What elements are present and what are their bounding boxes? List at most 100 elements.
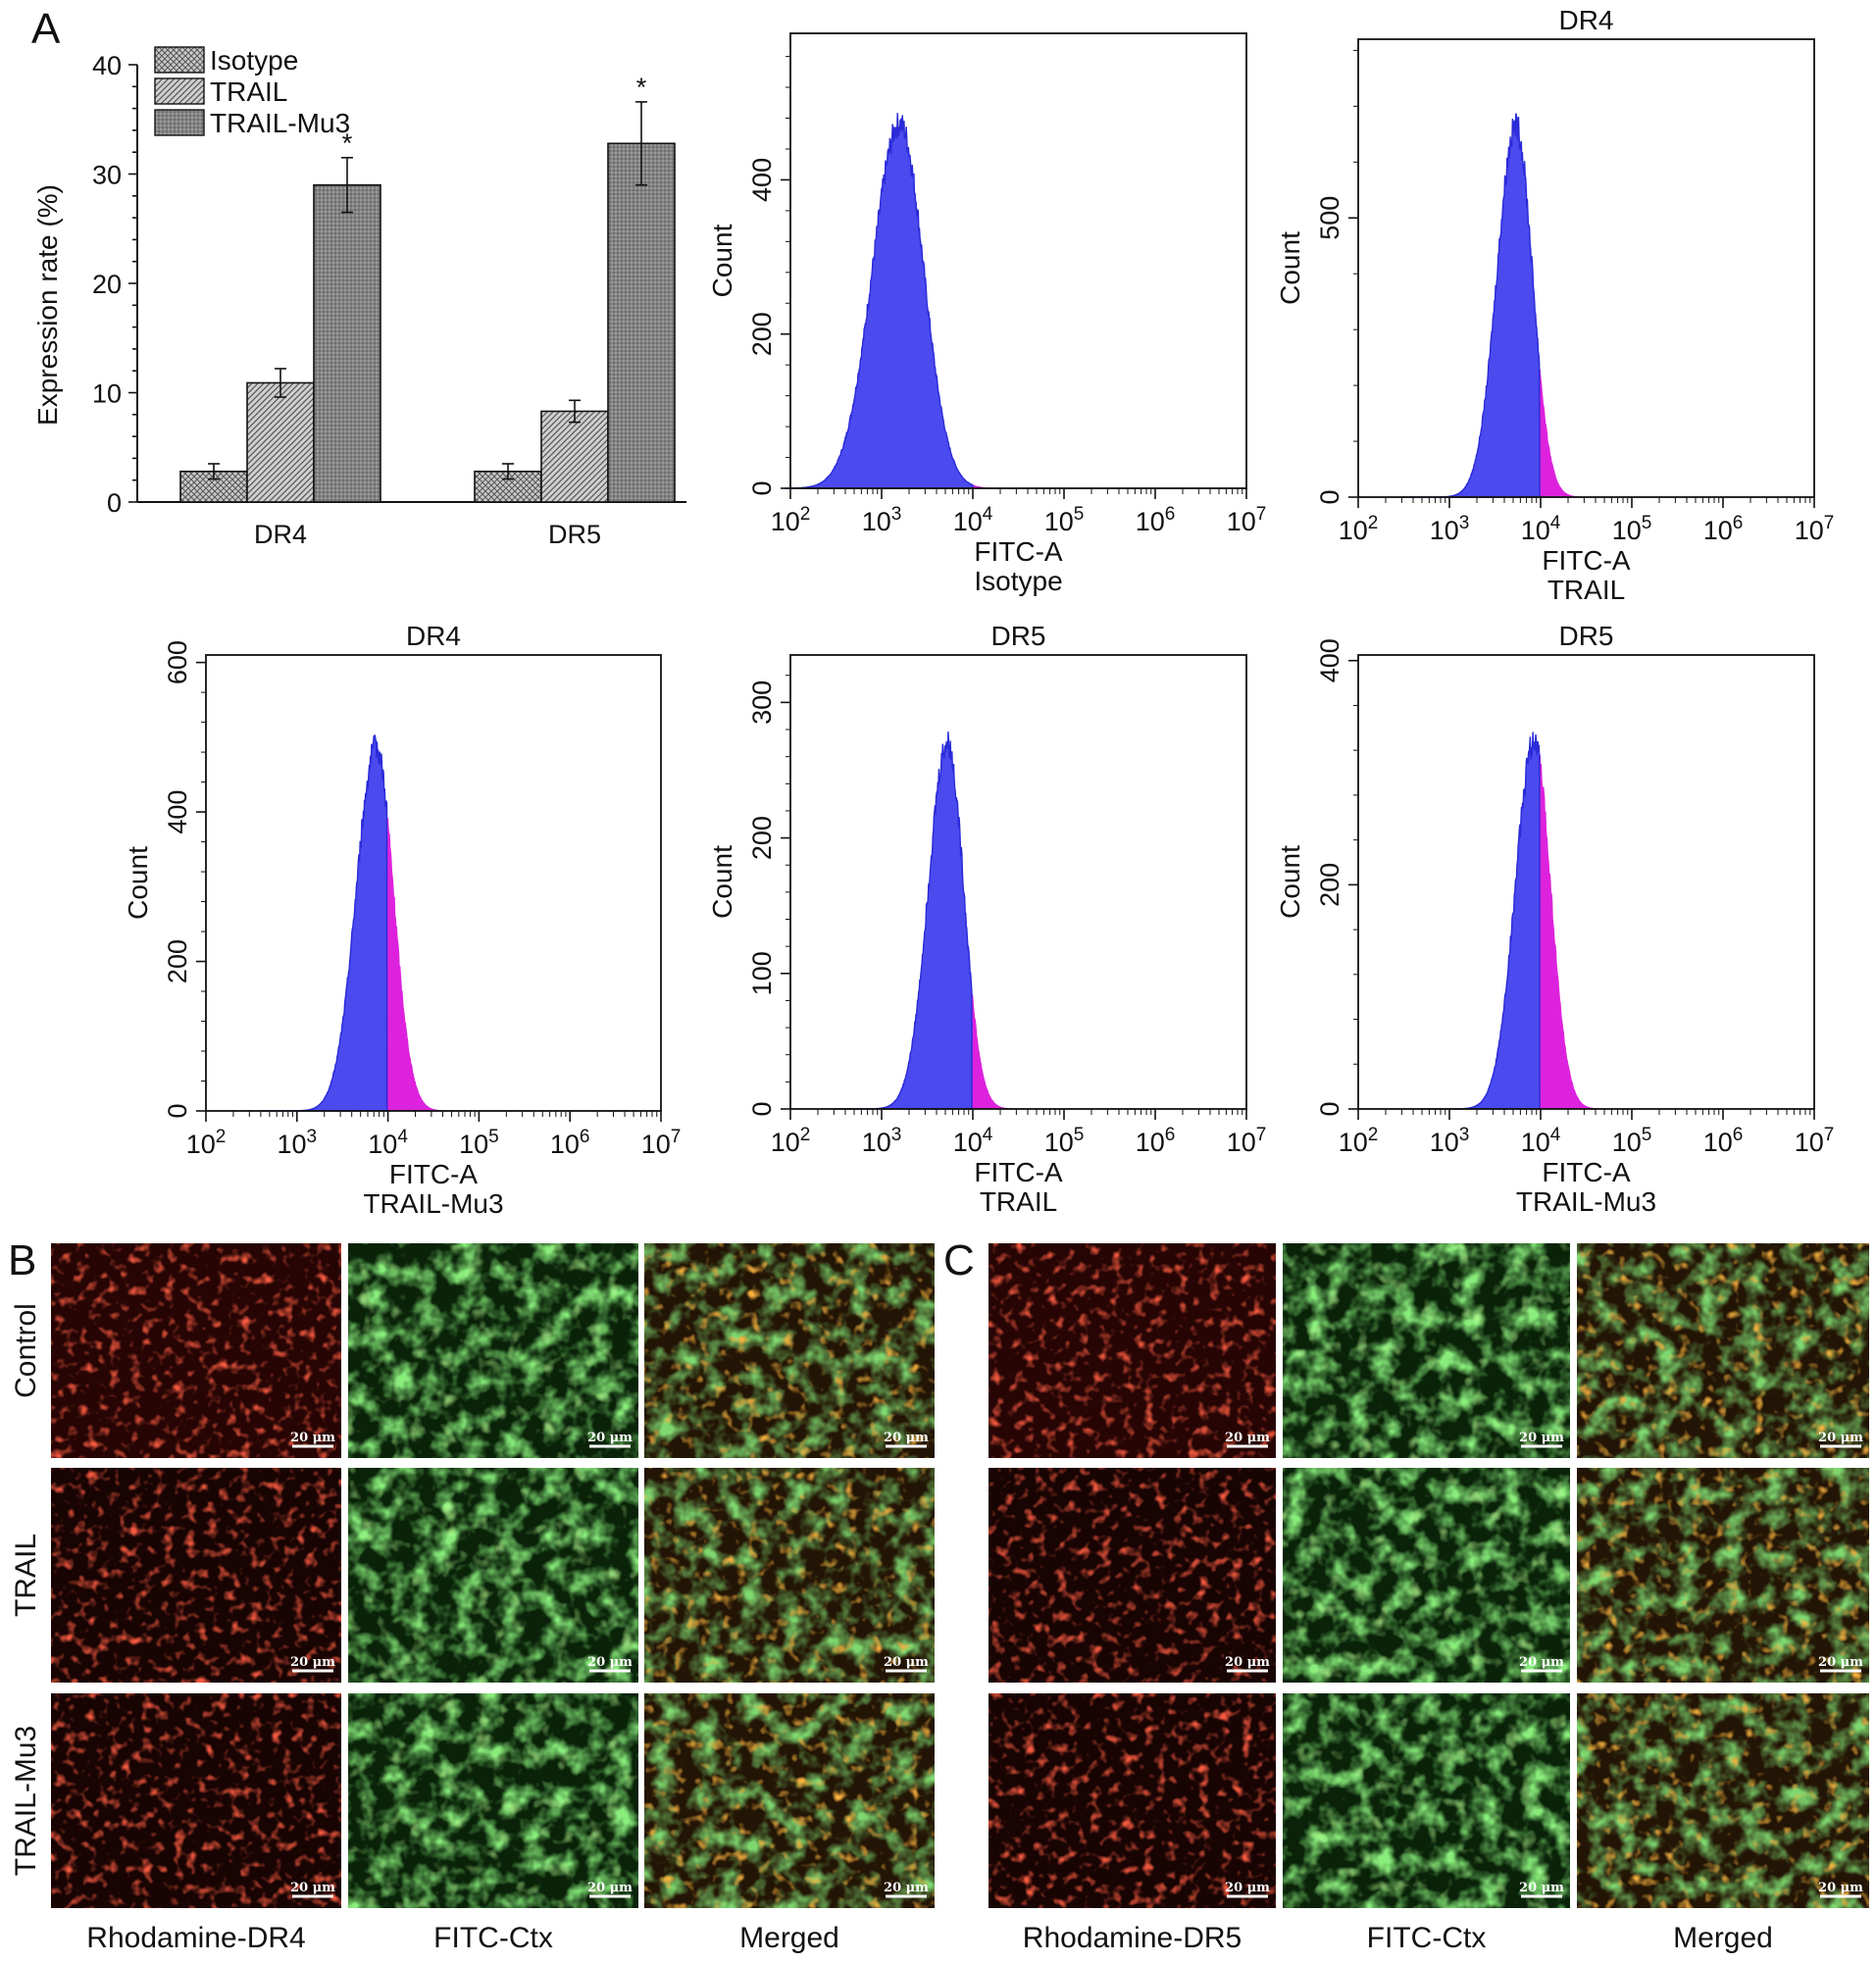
x-tick-label: 105 [1612, 1125, 1652, 1157]
scale-bar-label: 20 μm [1225, 1655, 1270, 1670]
micrograph-image: 20 μm [644, 1468, 935, 1683]
x-tick-label: 103 [1430, 513, 1470, 545]
histogram-5: 102 103 104 105 106 107 0 200 400 Count FITC-ATRAI… [1275, 621, 1834, 1217]
scale-bar-label: 20 μm [1818, 1881, 1863, 1895]
legend-entry: TRAIL [210, 76, 287, 107]
red-cells [989, 1468, 1276, 1683]
red-cells [51, 1243, 341, 1458]
legend-swatch [154, 46, 205, 74]
histogram-4: 102 103 104 105 106 107 0 100 200 300 Count FITC-AT… [707, 621, 1266, 1217]
panel-letter-a: A [31, 5, 61, 53]
y-tick-label: 200 [1315, 863, 1344, 907]
merged-orange [644, 1693, 935, 1908]
x-tick-label: 107 [1227, 504, 1267, 536]
micrograph-image: 20 μm [1577, 1693, 1869, 1908]
histogram-1: 102 103 104 105 106 107 0 200 400 Count FITC-AIsot… [707, 32, 1267, 596]
x-tick-label: 104 [1521, 1125, 1561, 1157]
y-tick-label: 30 [92, 161, 122, 190]
y-axis-title: Count [707, 845, 737, 919]
x-tick-label: 106 [1703, 1125, 1744, 1157]
micrograph-image: 20 μm [51, 1468, 341, 1683]
scale-bar-label: 20 μm [290, 1881, 335, 1895]
x-tick-label: 103 [1430, 1125, 1470, 1157]
row-label: TRAIL-Mu3 [10, 1726, 42, 1876]
scale-bar-label: 20 μm [1519, 1655, 1564, 1670]
y-axis-title: Count [707, 224, 737, 297]
x-axis-subtitle: TRAIL-Mu3 [363, 1188, 503, 1219]
x-axis-subtitle: TRAIL [980, 1186, 1057, 1217]
y-tick-label: 0 [1315, 489, 1344, 504]
x-tick-label: 102 [186, 1127, 227, 1159]
x-axis-title: FITC-A [1542, 545, 1631, 576]
column-label-b: Merged [739, 1922, 839, 1954]
histogram-panels: 102 103 104 105 106 1070200400CountFITC-AIsot… [123, 5, 1834, 1219]
gated-area [386, 817, 477, 1112]
x-tick-label: 107 [1227, 1125, 1267, 1157]
x-tick-label: 105 [1612, 513, 1652, 545]
x-tick-label: 106 [1136, 504, 1176, 536]
row-label: Control [10, 1303, 42, 1398]
green-cells-bright [348, 1468, 638, 1683]
y-tick-label: 500 [1315, 196, 1344, 240]
gated-area [971, 993, 1047, 1110]
micrograph-image: 20 μm [989, 1468, 1276, 1683]
legend-swatch [154, 109, 205, 136]
y-tick-label: 200 [163, 939, 192, 983]
plot-frame [205, 654, 662, 1112]
bar-chart-panel: 0 10 20 30 40 Expression rate (%) * DR4 * DR5 Isot… [32, 45, 686, 549]
x-tick-label: 103 [862, 504, 902, 536]
y-tick-label: 0 [163, 1103, 192, 1118]
x-tick-label: 102 [771, 1125, 811, 1157]
y-tick-label: 400 [747, 158, 777, 202]
y-axis-title: Expression rate (%) [32, 184, 63, 426]
scale-bar-label: 20 μm [1225, 1431, 1270, 1445]
x-category-label: DR4 [254, 520, 307, 549]
x-tick-label: 104 [953, 504, 993, 536]
bar [313, 183, 381, 503]
histogram-title: DR4 [406, 621, 461, 651]
y-tick-label: 200 [747, 312, 777, 356]
red-cells [989, 1693, 1276, 1908]
histogram-title: DR4 [1558, 5, 1613, 35]
micrograph-image: 20 μm [989, 1243, 1276, 1458]
histogram-area [262, 733, 388, 1112]
gated-area [1539, 754, 1635, 1110]
green-cells-bright [348, 1243, 638, 1458]
merged-orange [1577, 1693, 1869, 1908]
histogram-title: DR5 [990, 621, 1045, 651]
x-tick-label: 107 [1795, 513, 1835, 545]
y-tick-label: 0 [1315, 1101, 1344, 1116]
micrograph-image: 20 μm [1283, 1243, 1570, 1458]
merged-orange [644, 1243, 935, 1458]
x-tick-label: 105 [459, 1127, 499, 1159]
x-tick-label: 102 [1339, 1125, 1379, 1157]
scale-bar-label: 20 μm [884, 1655, 929, 1670]
x-tick-label: 104 [368, 1127, 408, 1159]
x-tick-label: 104 [1521, 513, 1561, 545]
bar [540, 410, 609, 503]
x-tick-label: 105 [1044, 1125, 1085, 1157]
y-axis-title: Count [123, 846, 153, 920]
y-tick-label: 600 [163, 640, 192, 684]
x-tick-label: 103 [277, 1127, 317, 1159]
x-axis-subtitle: TRAIL [1547, 575, 1625, 605]
scale-bar-label: 20 μm [1519, 1881, 1564, 1895]
micrograph-image: 20 μm [1577, 1243, 1869, 1458]
x-tick-label: 106 [550, 1127, 590, 1159]
y-tick-label: 200 [747, 816, 777, 860]
y-tick-label: 10 [92, 379, 122, 409]
column-label-c: FITC-Ctx [1367, 1922, 1487, 1954]
plot-frame [1357, 38, 1815, 498]
y-tick-label: 400 [163, 790, 192, 834]
significance-star: * [342, 128, 353, 158]
micrograph-image: 20 μm [51, 1693, 341, 1908]
micrograph-image: 20 μm [348, 1243, 638, 1458]
scale-bar-label: 20 μm [290, 1655, 335, 1670]
y-tick-label: 40 [92, 51, 122, 80]
x-axis-title: FITC-A [1542, 1157, 1631, 1187]
x-tick-label: 102 [1339, 513, 1379, 545]
histogram-area [1401, 113, 1541, 498]
row-label: TRAIL [10, 1534, 42, 1617]
bar [246, 381, 315, 503]
